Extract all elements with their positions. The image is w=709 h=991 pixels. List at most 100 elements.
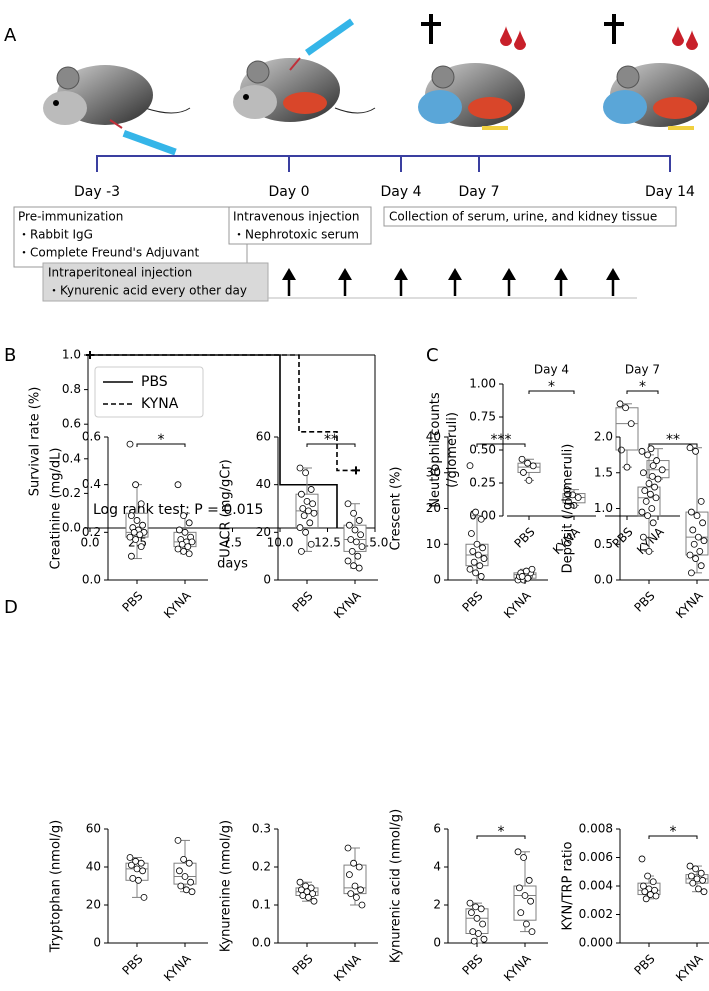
- data-point: [175, 526, 183, 534]
- data-point: [686, 444, 694, 452]
- x-tick-label: 0.0: [80, 536, 99, 550]
- data-point: [527, 897, 534, 905]
- info-box: [42, 262, 269, 302]
- data-point: [181, 873, 189, 880]
- data-point: [528, 565, 536, 573]
- data-point: [184, 543, 192, 551]
- data-point: [516, 884, 523, 892]
- data-point: [185, 519, 193, 527]
- data-point: [470, 558, 478, 566]
- data-point: [350, 562, 358, 570]
- box-text: ・Nephrotoxic serum: [233, 228, 359, 242]
- data-point: [355, 564, 363, 572]
- data-point: [126, 533, 134, 541]
- data-point: [695, 885, 702, 893]
- legend-label: PBS: [141, 374, 168, 390]
- data-point: [649, 462, 657, 470]
- y-tick-label: 60: [256, 430, 271, 444]
- data-point: [686, 551, 694, 559]
- data-point: [474, 930, 482, 937]
- y-tick-label: 4: [433, 860, 441, 874]
- y-tick-label: 0.8: [62, 382, 81, 396]
- data-point: [514, 848, 522, 856]
- y-axis-label: (/glomeruli): [445, 412, 460, 488]
- info-box: [228, 206, 372, 245]
- data-point: [647, 490, 654, 498]
- significance-bracket: [648, 835, 698, 839]
- y-tick-label: 20: [86, 898, 101, 912]
- data-point: [517, 909, 525, 916]
- data-point: [649, 472, 656, 480]
- data-point: [140, 894, 148, 901]
- data-point: [645, 480, 653, 487]
- y-tick-label: 0.4: [62, 451, 81, 465]
- x-axis-label: days: [217, 557, 248, 572]
- data-point: [528, 928, 536, 935]
- data-point: [644, 451, 651, 459]
- data-point: [688, 508, 695, 516]
- data-point: [302, 469, 310, 477]
- y-axis-label: UACR (mg/gCr): [219, 459, 234, 558]
- y-tick-label: 40: [256, 477, 271, 491]
- data-point: [640, 469, 647, 477]
- data-point: [476, 562, 484, 570]
- data-point: [699, 876, 706, 884]
- survival-line: [90, 354, 356, 472]
- data-point: [130, 528, 138, 536]
- data-point: [472, 569, 480, 577]
- data-point: [187, 878, 195, 886]
- y-tick-label: 6: [433, 822, 441, 836]
- data-point: [466, 565, 474, 573]
- data-point: [479, 920, 487, 928]
- box-text: Intraperitoneal injection: [48, 266, 192, 280]
- data-point: [180, 548, 188, 555]
- significance-label: *: [639, 379, 646, 395]
- significance-label: *: [498, 824, 505, 840]
- data-point: [126, 440, 134, 448]
- y-axis-label: KYN/TRP ratio: [561, 841, 576, 930]
- data-point: [351, 526, 359, 534]
- data-point: [649, 519, 657, 527]
- y-axis-label: Creatinine (mg/dL): [49, 448, 64, 570]
- y-tick-label: 0.000: [579, 936, 613, 950]
- y-tick-label: 0.008: [579, 822, 613, 836]
- y-tick-label: 0.0: [62, 521, 81, 535]
- y-axis-label: Kynurenine (nmol/g): [219, 820, 234, 952]
- data-point: [480, 935, 488, 943]
- mouse-illustration: [603, 14, 709, 130]
- data-point: [188, 538, 196, 546]
- panel-label: B: [4, 345, 16, 366]
- data-point: [473, 540, 481, 548]
- data-point: [638, 855, 646, 863]
- box: [615, 407, 639, 451]
- data-point: [354, 552, 362, 560]
- data-point: [469, 548, 477, 555]
- data-point: [307, 486, 315, 493]
- data-point: [647, 445, 655, 453]
- data-point: [133, 865, 141, 873]
- censor-mark: [352, 466, 360, 475]
- y-tick-label: 40: [426, 430, 441, 444]
- significance-bracket: [476, 835, 526, 839]
- data-point: [307, 540, 315, 548]
- data-point: [129, 875, 137, 882]
- y-tick-label: 60: [86, 822, 101, 836]
- y-tick-label: 2.0: [594, 430, 613, 444]
- legend-label: KYNA: [141, 396, 179, 412]
- y-tick-label: 1.0: [594, 501, 613, 515]
- data-point: [175, 867, 183, 875]
- mouse-illustration: [233, 18, 376, 122]
- x-tick-label: KYNA: [501, 588, 534, 621]
- data-point: [304, 507, 312, 515]
- significance-label: *: [670, 824, 677, 840]
- x-tick-label: PBS: [632, 952, 658, 978]
- data-point: [347, 890, 355, 897]
- y-tick-label: 0.2: [82, 525, 101, 539]
- data-point: [466, 899, 474, 907]
- data-point: [350, 859, 358, 867]
- y-axis-label: Kynurenic acid (nmol/g): [389, 809, 404, 963]
- data-point: [185, 859, 193, 867]
- y-tick-label: 0: [433, 936, 441, 950]
- data-point: [467, 909, 475, 916]
